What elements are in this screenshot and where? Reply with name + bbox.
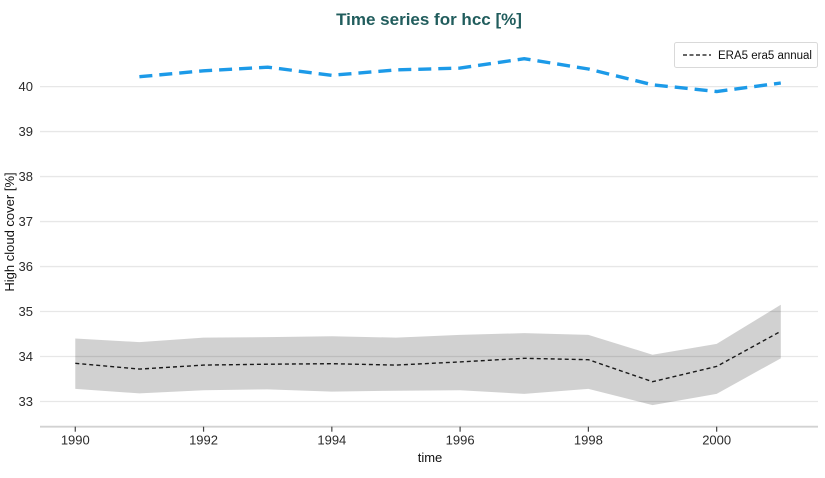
x-tick-label: 1994 <box>317 433 346 448</box>
x-axis-title: time <box>418 450 443 465</box>
series-line-blue-dashed-annual <box>139 56 782 94</box>
x-tick-label: 1992 <box>189 433 218 448</box>
x-tick-label: 1998 <box>574 433 603 448</box>
series-line-era5-annual-with-band <box>75 330 782 383</box>
y-tick-label: 38 <box>19 169 33 184</box>
y-axis-title: High cloud cover [%] <box>2 172 17 291</box>
x-tick-label: 1990 <box>61 433 90 448</box>
y-tick-label: 40 <box>19 79 33 94</box>
legend-label: ERA5 era5 annual <box>718 50 812 62</box>
x-tick-label: 2000 <box>702 433 731 448</box>
y-tick-label: 33 <box>19 394 33 409</box>
y-tick-label: 34 <box>19 349 33 364</box>
legend-box <box>674 42 818 68</box>
x-tick-label: 1996 <box>446 433 475 448</box>
y-tick-label: 35 <box>19 304 33 319</box>
chart-title: Time series for hcc [%] <box>336 10 522 29</box>
plot-generated-layer: 33 34 35 36 37 38 39 40 1990 1992 1994 1996 1998 2000 <box>19 56 818 448</box>
y-tick-label: 36 <box>19 259 33 274</box>
y-tick-label: 39 <box>19 124 33 139</box>
legend[interactable]: ERA5 era5 annual <box>674 42 818 68</box>
y-tick-label: 37 <box>19 214 33 229</box>
confidence-band <box>75 304 781 406</box>
